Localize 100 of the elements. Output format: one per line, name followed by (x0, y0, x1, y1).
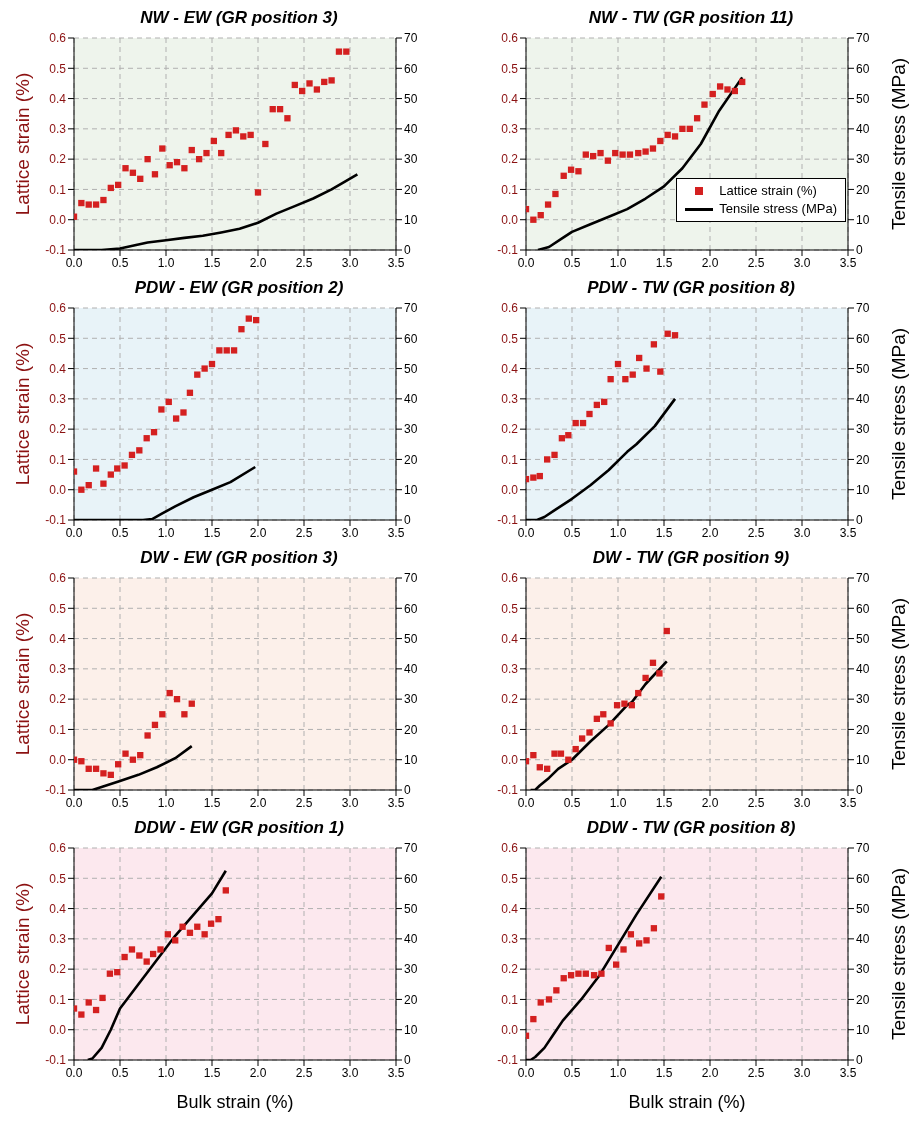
point (658, 893, 665, 900)
x-tick-label: 1.5 (203, 255, 221, 270)
y2-tick-label: 50 (856, 361, 870, 376)
x-tick-label: 3.0 (793, 255, 811, 270)
y-tick-label: 0.3 (501, 662, 519, 677)
x-tick-label: 3.5 (387, 525, 405, 540)
point (203, 149, 210, 157)
point (621, 700, 628, 707)
x-tick-label: 2.0 (249, 795, 267, 810)
point (536, 764, 543, 771)
point (622, 376, 629, 383)
x-tick-label: 2.0 (701, 1065, 719, 1080)
y2-tick-label: 60 (856, 61, 870, 76)
point (100, 770, 107, 777)
point (343, 48, 350, 55)
point (78, 758, 85, 765)
y-tick-label: 0.4 (49, 631, 67, 646)
point (144, 155, 151, 163)
point (107, 184, 114, 192)
y2-tick-label: 10 (404, 212, 418, 227)
y2-axis-title: Tensile stress (MPa) (887, 327, 909, 501)
y2-tick-label: 10 (856, 752, 870, 767)
x-tick-label: 2.5 (295, 255, 313, 270)
point (575, 970, 582, 977)
point (627, 931, 635, 938)
point (597, 149, 604, 157)
x-tick-label: 1.5 (655, 525, 673, 540)
x-tick-label: 1.5 (655, 795, 673, 810)
x-tick-label: 1.0 (609, 525, 627, 540)
y2-tick-label: 60 (404, 871, 418, 886)
point (593, 715, 600, 722)
point (530, 474, 537, 481)
point (643, 365, 650, 372)
point (709, 90, 716, 98)
x-tick-label: 3.0 (341, 1065, 359, 1080)
point (590, 152, 597, 160)
y-tick-label: 0.1 (49, 452, 67, 467)
point (635, 689, 642, 697)
y-tick-label: 0.5 (501, 61, 519, 76)
y-tick-label: 0.5 (501, 331, 519, 346)
point (582, 970, 589, 977)
y-tick-label: 0.0 (49, 212, 67, 227)
y-tick-label: 0.3 (49, 392, 67, 407)
point (586, 729, 593, 736)
point (636, 940, 643, 947)
y-axis-title: Lattice strain (%) (11, 72, 33, 216)
point (195, 155, 203, 163)
point (565, 756, 572, 763)
y2-tick-label: 20 (856, 452, 870, 467)
y-tick-label: 0.3 (49, 662, 67, 677)
y2-tick-label: 30 (856, 422, 870, 437)
x-tick-label: 3.0 (793, 1065, 811, 1080)
point (537, 999, 544, 1006)
y2-tick-label: 20 (404, 722, 418, 737)
point (137, 175, 144, 182)
y-tick-label: -0.1 (45, 1053, 67, 1068)
y2-tick-label: 30 (856, 152, 870, 167)
point (269, 106, 276, 113)
chart-title: DDW - TW (GR position 8) (585, 818, 797, 839)
point (664, 131, 671, 139)
point (650, 341, 658, 348)
y-tick-label: 0.4 (501, 631, 519, 646)
x-tick-label: 2.5 (295, 1065, 313, 1080)
point (166, 162, 173, 169)
point (558, 435, 566, 442)
point (149, 950, 157, 958)
y-tick-label: -0.1 (45, 513, 67, 528)
x-tick-label: 3.0 (341, 795, 359, 810)
point (299, 87, 306, 95)
point (671, 332, 679, 339)
y-tick-label: 0.2 (49, 152, 67, 167)
point (92, 201, 100, 208)
point (642, 148, 649, 155)
point (560, 975, 567, 982)
point (245, 315, 252, 322)
point (215, 916, 222, 923)
y2-tick-label: 30 (856, 962, 870, 977)
x-tick-label: 2.5 (295, 525, 313, 540)
point (530, 216, 537, 223)
y-tick-label: 0.0 (501, 752, 519, 767)
y2-tick-label: 50 (404, 361, 418, 376)
x-tick-label: 3.5 (387, 795, 405, 810)
point (572, 745, 579, 753)
y-tick-label: -0.1 (497, 243, 519, 258)
y2-tick-label: 50 (856, 631, 870, 646)
y2-tick-label: 10 (404, 1022, 418, 1037)
point (201, 931, 208, 938)
point (180, 409, 187, 416)
point (579, 419, 587, 427)
y-tick-label: 0.3 (49, 932, 67, 947)
point (614, 360, 622, 368)
x-tick-label: 0.0 (517, 255, 535, 270)
y2-tick-label: 50 (856, 901, 870, 916)
point (593, 401, 600, 409)
y2-tick-label: 70 (856, 31, 870, 46)
y2-tick-label: 20 (404, 452, 418, 467)
y-tick-label: 0.1 (501, 992, 519, 1007)
point (575, 168, 582, 175)
point (663, 627, 670, 635)
x-tick-label: 3.5 (839, 795, 857, 810)
